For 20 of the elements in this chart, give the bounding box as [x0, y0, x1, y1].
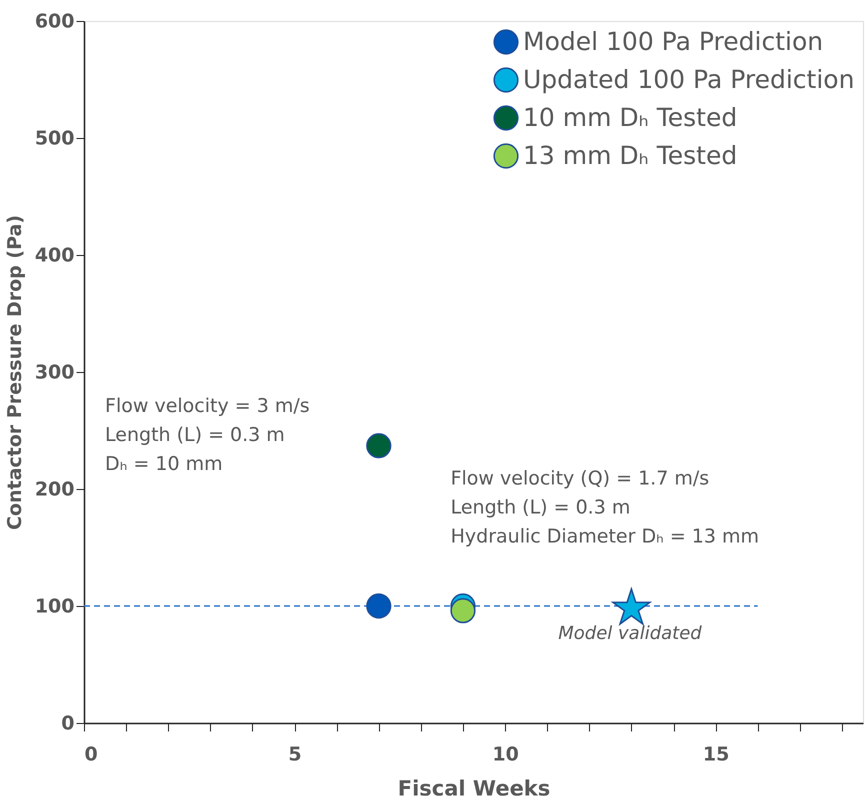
x-tick-label: 0: [84, 744, 98, 766]
legend-label: 10 mm Dₕ Tested: [523, 103, 738, 132]
annotation: Model validated: [558, 622, 702, 644]
y-tick-label: 200: [34, 478, 74, 500]
annotation: Flow velocity (Q) = 1.7 m/s Length (L) = 0.3 m Hydraulic Diameter Dₕ = 13 mm: [450, 468, 760, 548]
legend-label: Model 100 Pa Prediction: [523, 27, 824, 56]
legend-label: 13 mm Dₕ Tested: [523, 141, 738, 170]
annotation: Flow velocity = 3 m/s Length (L) = 0.3 m Dₕ = 10 mm: [105, 395, 310, 476]
y-tick-label: 400: [34, 244, 74, 266]
x-axis-title: Fiscal Weeks: [398, 776, 550, 800]
x-tick-label: 10: [492, 744, 519, 766]
x-tick-label: 15: [702, 744, 730, 766]
y-tick-label: 0: [61, 712, 74, 734]
x-tick-label: 5: [288, 744, 302, 766]
y-tick-label: 100: [34, 596, 74, 618]
y-tick-label: 300: [34, 362, 74, 384]
y-tick-label: 600: [34, 10, 74, 32]
y-axis-title: Contactor Pressure Drop (Pa): [4, 214, 26, 530]
y-tick-label: 500: [34, 128, 74, 150]
legend-label: Updated 100 Pa Prediction: [523, 65, 854, 94]
